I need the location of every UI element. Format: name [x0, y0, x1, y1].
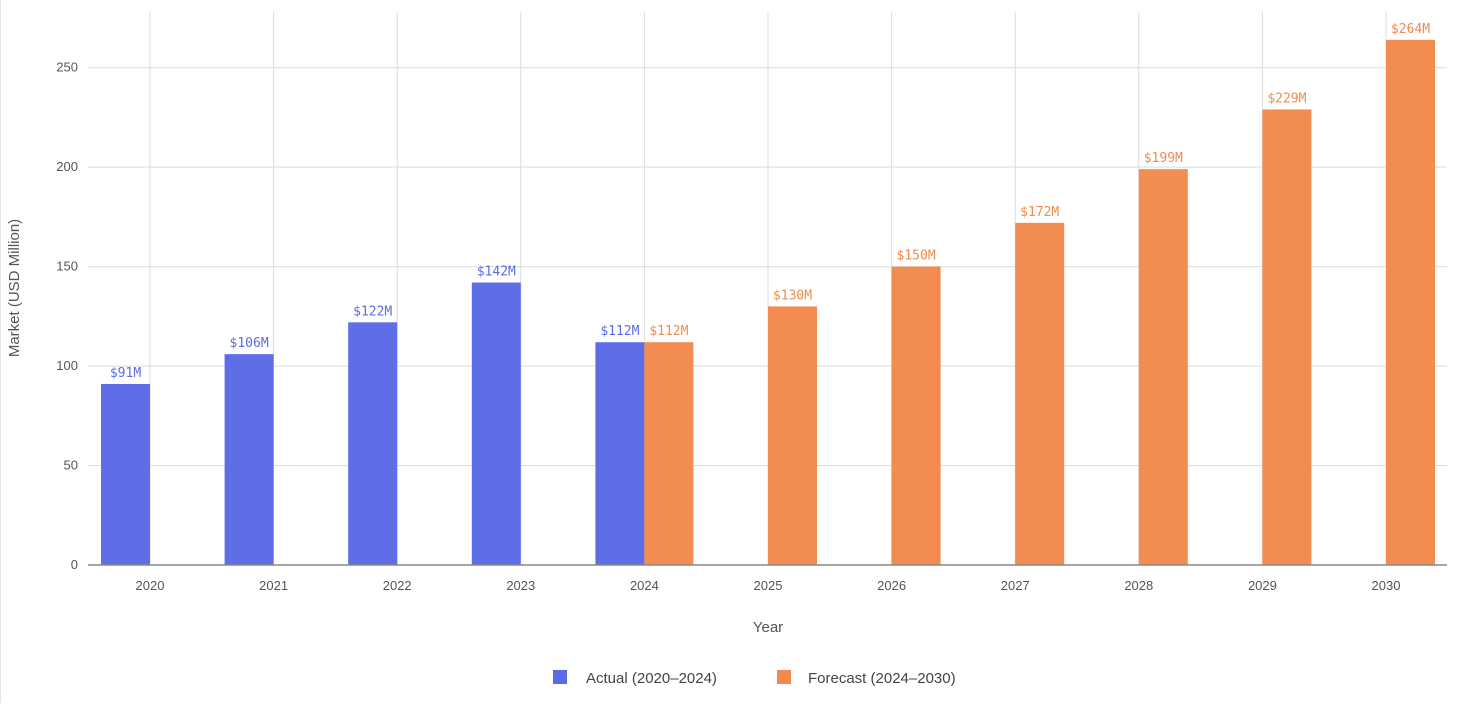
data-label-forecast: $264M [1391, 22, 1430, 37]
y-tick-label: 150 [56, 259, 78, 274]
bar-forecast[interactable] [1262, 109, 1312, 565]
data-label-actual: $122M [353, 304, 392, 319]
data-label-forecast: $172M [1020, 205, 1059, 220]
legend-swatch-forecast [777, 670, 791, 684]
y-tick-label: 0 [71, 557, 78, 572]
y-tick-label: 100 [56, 358, 78, 373]
x-tick-label: 2028 [1124, 578, 1153, 593]
x-tick-label: 2024 [630, 578, 659, 593]
y-tick-label: 200 [56, 159, 78, 174]
x-tick-label: 2022 [383, 578, 412, 593]
data-label-forecast: $130M [773, 288, 812, 303]
x-tick-label: 2027 [1001, 578, 1030, 593]
legend-swatch-actual [553, 670, 567, 684]
x-tick-label: 2026 [877, 578, 906, 593]
x-tick-label: 2023 [506, 578, 535, 593]
axes: 0 50 100 150 200 250 2020 2021 2022 2023 2024 2025 2… [56, 60, 1447, 593]
data-label-actual: $112M [600, 324, 639, 339]
legend-label-forecast: Forecast (2024–2030) [808, 670, 956, 687]
data-label-forecast: $150M [897, 249, 936, 264]
grid-lines [88, 12, 1447, 565]
bar-forecast[interactable] [1015, 222, 1065, 565]
x-tick-label: 2030 [1372, 578, 1401, 593]
bar-forecast[interactable] [891, 266, 941, 565]
bars [101, 39, 1435, 566]
bar-forecast[interactable] [1138, 169, 1188, 566]
data-label-actual: $106M [230, 336, 269, 351]
legend-label-actual: Actual (2020–2024) [586, 670, 717, 687]
bar-actual[interactable] [101, 383, 150, 565]
y-tick-label: 250 [56, 60, 78, 75]
data-label-forecast: $112M [649, 324, 688, 339]
legend: Actual (2020–2024) Forecast (2024–2030) [553, 670, 956, 687]
x-axis-title: Year [753, 619, 783, 636]
data-label-forecast: $199M [1144, 151, 1183, 166]
bar-actual[interactable] [595, 342, 645, 565]
data-label-actual: $142M [477, 265, 516, 280]
y-tick-label: 50 [64, 458, 78, 473]
x-tick-label: 2020 [136, 578, 165, 593]
x-tick-label: 2029 [1248, 578, 1277, 593]
bar-actual[interactable] [471, 282, 521, 565]
data-label-forecast: $229M [1267, 91, 1306, 106]
data-labels: $91M $106M $122M $142M $112M $112M $130M $150M $… [110, 22, 1430, 381]
y-axis-title: Market (USD Million) [6, 219, 23, 357]
x-tick-label: 2025 [754, 578, 783, 593]
data-label-actual: $91M [110, 366, 141, 381]
bar-forecast[interactable] [644, 342, 694, 565]
legend-item-forecast[interactable]: Forecast (2024–2030) [777, 670, 956, 687]
legend-item-actual[interactable]: Actual (2020–2024) [553, 670, 717, 687]
bar-actual[interactable] [348, 322, 398, 565]
x-tick-label: 2021 [259, 578, 288, 593]
bar-forecast[interactable] [1386, 39, 1435, 565]
bar-forecast[interactable] [768, 306, 817, 565]
bar-actual[interactable] [224, 354, 274, 565]
